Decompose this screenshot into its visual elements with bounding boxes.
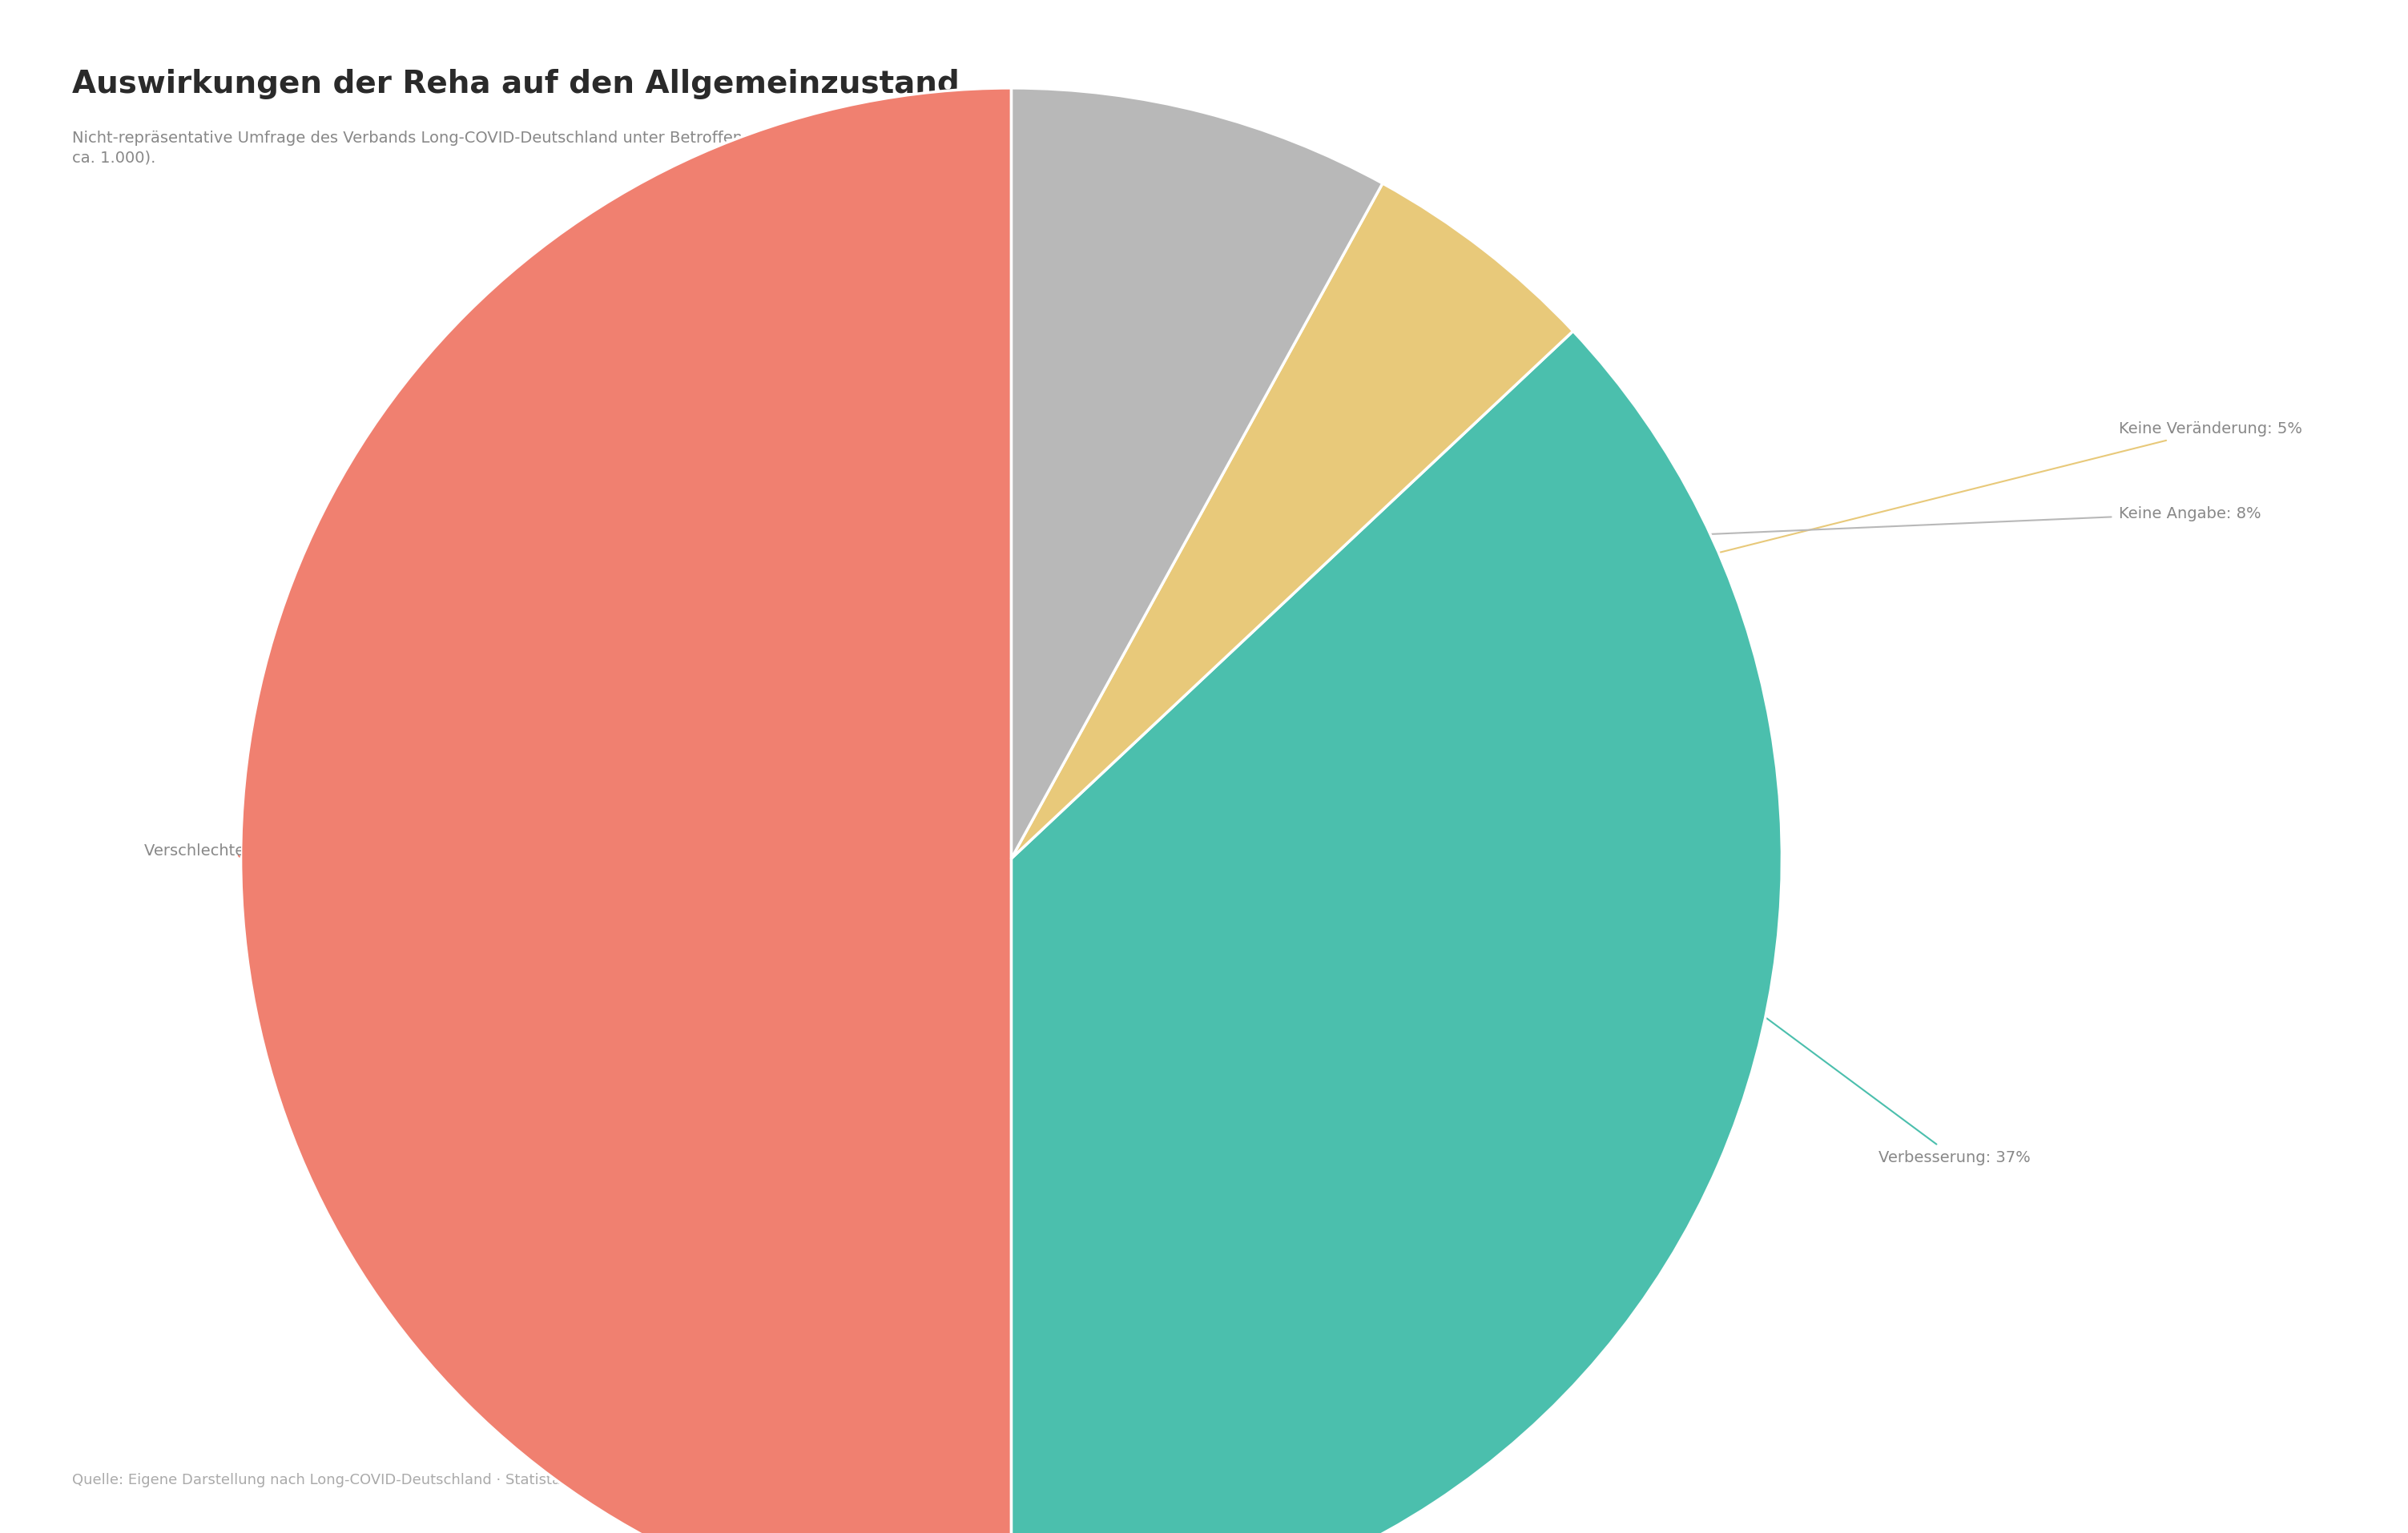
Text: Verschlechterung: 50%: Verschlechterung: 50% [144,843,325,858]
Wedge shape [1011,331,1782,1533]
Text: Auswirkungen der Reha auf den Allgemeinzustand: Auswirkungen der Reha auf den Allgemeinz… [72,69,961,100]
Wedge shape [1011,87,1382,858]
Text: Quelle: Eigene Darstellung nach Long-COVID-Deutschland · Statista-Schätzung: Quelle: Eigene Darstellung nach Long-COV… [72,1473,641,1487]
Text: Keine Veränderung: 5%: Keine Veränderung: 5% [1486,422,2302,612]
Text: Nicht-repräsentative Umfrage des Verbands Long-COVID-Deutschland unter Betroffen: Nicht-repräsentative Umfrage des Verband… [72,130,1055,166]
Text: Verbesserung: 37%: Verbesserung: 37% [1719,984,2030,1165]
Wedge shape [241,87,1011,1533]
Wedge shape [1011,184,1572,858]
Text: Keine Angabe: 8%: Keine Angabe: 8% [1206,506,2261,556]
